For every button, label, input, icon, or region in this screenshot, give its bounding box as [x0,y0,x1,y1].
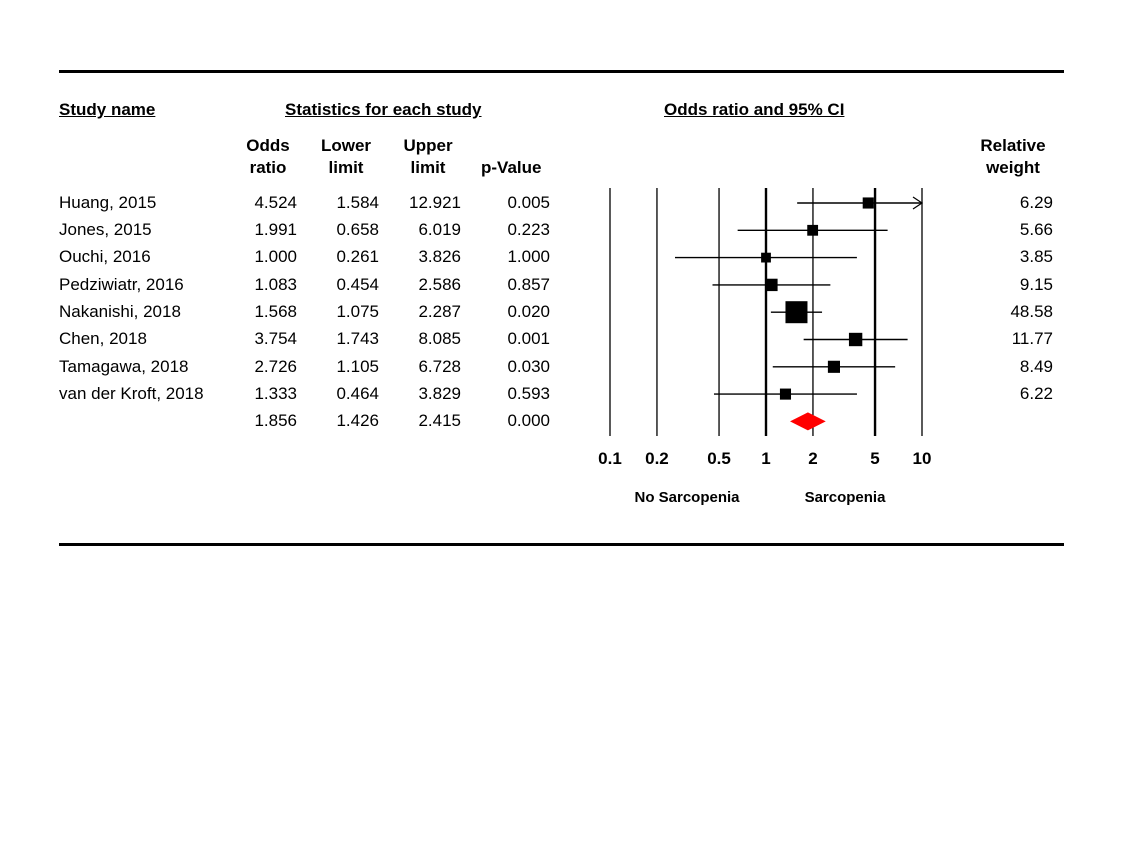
upper-limit-value: 3.829 [418,384,461,403]
study-name: Tamagawa, 2018 [59,357,189,376]
effect-marker [765,278,778,292]
p-value-header: p-Value [481,158,542,177]
odds-ratio-value: 4.524 [254,193,297,212]
summary-odds-ratio: 1.856 [254,411,297,430]
relative-weight-value: 11.77 [1011,329,1053,348]
relative-weight-value: 5.66 [1019,220,1053,239]
odds-ratio-value: 1.991 [254,220,297,239]
lower-limit-value: 0.658 [336,220,379,239]
upper-limit-value: 6.019 [418,220,461,239]
p-value: 0.857 [507,275,550,294]
effect-marker [807,224,819,236]
lower-limit-value: 1.743 [336,329,379,348]
upper-limit-value: 3.826 [418,247,461,266]
effect-marker [785,301,808,324]
odds-ratio-value: 3.754 [254,329,297,348]
top-rule [59,70,1064,73]
lower-limit-value: 0.464 [336,384,379,403]
relative-weight-value: 6.22 [1019,384,1053,403]
upper-limit-header-1: Upper [403,136,453,155]
odds-ratio-header-2: ratio [249,158,287,177]
lower-limit-value: 0.454 [336,275,379,294]
summary-upper-limit: 2.415 [418,411,461,430]
odds-ratio-value: 1.568 [254,302,297,321]
p-value: 0.223 [507,220,550,239]
favours-left-label: No Sarcopenia [634,489,740,506]
p-value: 0.001 [507,329,550,348]
x-tick-label: 1 [761,449,770,468]
x-tick-label: 2 [808,449,817,468]
upper-limit-value: 12.921 [409,193,461,212]
study-name-header: Study name [59,100,156,119]
x-tick-label: 10 [913,449,932,468]
favours-right-label: Sarcopenia [805,489,887,506]
x-tick-label: 0.2 [645,449,669,468]
p-value: 1.000 [507,247,550,266]
effect-marker [827,360,840,373]
p-value: 0.005 [507,193,550,212]
upper-limit-header-2: limit [410,158,446,177]
upper-limit-value: 8.085 [418,329,461,348]
ci-arrow [912,196,924,210]
upper-limit-value: 2.287 [418,302,461,321]
summary-lower-limit: 1.426 [336,411,379,430]
bottom-rule [59,543,1064,546]
p-value: 0.020 [507,302,550,321]
study-name: Chen, 2018 [59,329,147,348]
odds-ratio-header-1: Odds [246,136,290,155]
statistics-header: Statistics for each study [285,100,482,119]
lower-limit-value: 1.584 [336,193,379,212]
x-tick-label: 0.5 [707,449,731,468]
summary-diamond [790,412,826,431]
x-tick-label: 0.1 [598,449,622,468]
relative-weight-header-2: weight [986,158,1040,177]
summary-p-value: 0.000 [507,411,550,430]
study-name: Nakanishi, 2018 [59,302,181,321]
lower-limit-value: 1.105 [336,357,379,376]
study-name: Huang, 2015 [59,193,157,212]
upper-limit-value: 6.728 [418,357,461,376]
relative-weight-header-1: Relative [980,136,1046,155]
odds-ratio-value: 1.083 [254,275,297,294]
lower-limit-value: 0.261 [336,247,379,266]
lower-limit-header-1: Lower [320,136,372,155]
relative-weight-value: 48.58 [1010,302,1053,321]
study-name: Ouchi, 2016 [59,247,151,266]
effect-marker [862,197,874,209]
lower-limit-header-2: limit [328,158,364,177]
p-value: 0.593 [507,384,550,403]
effect-marker [779,388,792,400]
odds-ratio-value: 2.726 [254,357,297,376]
odds-ratio-value: 1.000 [254,247,297,266]
lower-limit-value: 1.075 [336,302,379,321]
study-name: Pedziwiatr, 2016 [59,275,184,294]
relative-weight-value: 8.49 [1019,357,1053,376]
upper-limit-value: 2.586 [418,275,461,294]
relative-weight-value: 6.29 [1019,193,1053,212]
effect-marker [761,252,771,263]
p-value: 0.030 [507,357,550,376]
odds-ratio-value: 1.333 [254,384,297,403]
or-ci-header: Odds ratio and 95% CI [664,100,845,119]
study-name: van der Kroft, 2018 [59,384,204,403]
relative-weight-value: 9.15 [1019,275,1053,294]
x-tick-label: 5 [870,449,879,468]
study-name: Jones, 2015 [59,220,152,239]
effect-marker [848,332,863,347]
relative-weight-value: 3.85 [1019,247,1053,266]
